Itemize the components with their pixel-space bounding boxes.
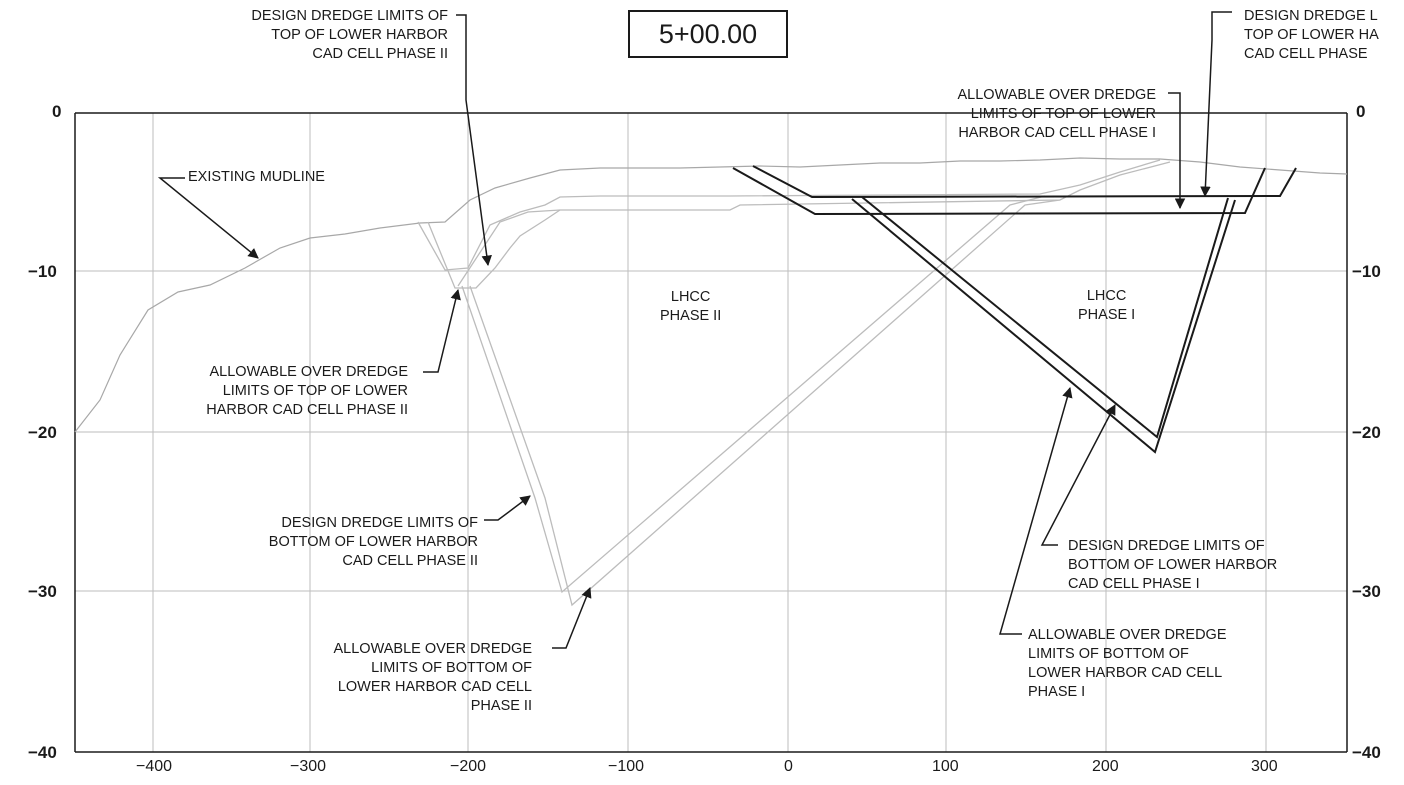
existing-mudline [74,157,1348,433]
x-tick-label: −400 [136,758,173,775]
callout-text: LIMITS OF TOP OF LOWER [970,106,1156,122]
callout-text: ALLOWABLE OVER DREDGE [209,364,409,380]
callout-allow-bottom-phase2: ALLOWABLE OVER DREDGE LIMITS OF BOTTOM O… [270,640,533,716]
callout-text: LOWER HARBOR CAD CELL [1028,665,1223,681]
callout-text: CAD CELL PHASE II [342,553,478,569]
phase1-limits [732,165,1297,454]
y-tick-label-left: −30 [28,582,57,601]
x-tick-label: −200 [450,758,487,775]
x-tick-label: −100 [608,758,645,775]
phase1-allowable-top [732,167,1266,216]
leader-design-top-phase1 [1200,11,1232,198]
callout-text: HARBOR CAD CELL PHASE I [958,125,1156,141]
leader-design-bottom-phase2 [484,495,531,521]
region-phase2-line2: PHASE II [660,308,722,324]
callout-text: DESIGN DREDGE LIMITS OF [251,8,448,24]
callout-design-bottom-phase1: DESIGN DREDGE LIMITS OF BOTTOM OF LOWER … [1068,537,1277,594]
callout-text: DESIGN DREDGE L [1244,8,1378,24]
leader-allow-bottom-phase1 [999,386,1073,635]
callout-text: TOP OF LOWER HARBOR [271,27,448,43]
callout-text: DESIGN DREDGE LIMITS OF [281,515,478,531]
phase2-allowable-bottom [469,199,1061,607]
callout-text: BOTTOM OF LOWER HARBOR [268,534,478,550]
leader-design-bottom-phase1 [1040,404,1116,546]
y-tick-label-right: 0 [1356,102,1366,121]
callout-design-top-phase1: DESIGN DREDGE L TOP OF LOWER HA CAD CELL… [1244,7,1379,64]
callout-text: LIMITS OF TOP OF LOWER [222,383,408,399]
x-tick-label: 300 [1251,758,1278,775]
callout-text: PHASE I [1028,684,1086,700]
y-tick-label-right: −30 [1352,582,1381,601]
phase2-design-top [417,159,1161,271]
y-tick-label-left: −20 [28,423,57,442]
y-tick-label-left: −40 [28,743,57,762]
leader-allow-top-phase2 [423,288,461,373]
callout-text: CAD CELL PHASE II [312,46,448,62]
callout-text: CAD CELL PHASE I [1068,576,1200,592]
plot-frame [74,112,1348,753]
callout-text: CAD CELL PHASE [1244,46,1368,62]
callout-text: TOP OF LOWER HA [1244,27,1379,43]
phase1-design-bottom [861,196,1229,439]
region-label-phase2: LHCC PHASE II [660,288,721,326]
callout-text: HARBOR CAD CELL PHASE II [206,402,408,418]
phase2-allowable-top [427,161,1171,289]
y-tick-label-right: −20 [1352,423,1381,442]
station-label: 5+00.00 [628,10,788,58]
callout-design-bottom-phase2: DESIGN DREDGE LIMITS OF BOTTOM OF LOWER … [200,514,478,571]
region-phase1-line1: LHCC [1086,288,1127,304]
leaders [157,11,1232,649]
callout-design-top-phase2: DESIGN DREDGE LIMITS OF TOP OF LOWER HAR… [186,7,448,64]
callout-text: BOTTOM OF LOWER HARBOR [1068,557,1278,573]
callout-text: LOWER HARBOR CAD CELL [337,679,532,695]
x-tick-label: 100 [932,758,959,775]
callout-text: LIMITS OF BOTTOM OF [371,660,532,676]
x-tick-label: −300 [290,758,327,775]
x-tick-label: 200 [1092,758,1119,775]
callout-text: ALLOWABLE OVER DREDGE [957,87,1157,103]
phase1-design-top [752,165,1297,199]
grid [75,113,1347,752]
callout-allow-top-phase1: ALLOWABLE OVER DREDGE LIMITS OF TOP OF L… [890,86,1157,143]
callout-text: ALLOWABLE OVER DREDGE [333,641,533,657]
region-phase1-line2: PHASE I [1078,307,1136,323]
callout-text: DESIGN DREDGE LIMITS OF [1068,538,1265,554]
leader-design-top-phase2 [456,14,492,267]
region-label-phase1: LHCC PHASE I [1078,287,1135,325]
region-phase2-line1: LHCC [670,289,711,305]
callout-text: EXISTING MUDLINE [188,169,325,185]
y-tick-label-left: −10 [28,262,57,281]
leader-allow-top-phase1 [1168,92,1186,210]
callout-text: ALLOWABLE OVER DREDGE [1028,627,1227,643]
leader-allow-bottom-phase2 [552,587,592,649]
y-tick-label-left: 0 [52,102,62,121]
y-tick-label-right: −40 [1352,743,1381,762]
phase2-limits [417,159,1171,607]
callout-text: LIMITS OF BOTTOM OF [1028,646,1189,662]
phase2-design-bottom [461,195,1046,594]
callout-allow-top-phase2: ALLOWABLE OVER DREDGE LIMITS OF TOP OF L… [150,363,408,420]
callout-existing-mudline: EXISTING MUDLINE [188,168,325,187]
y-tick-label-right: −10 [1352,262,1381,281]
callout-text: PHASE II [470,698,532,714]
x-tick-label: 0 [784,758,793,775]
phase1-allowable-bottom [851,198,1236,454]
leader-existing-mudline [157,177,259,259]
callout-allow-bottom-phase1: ALLOWABLE OVER DREDGE LIMITS OF BOTTOM O… [1028,626,1227,702]
